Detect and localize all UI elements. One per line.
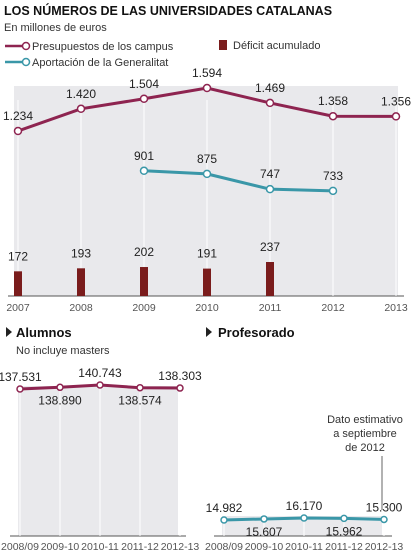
legend-marker-deficit [219,40,227,50]
legend-label-budget: Presupuestos de los campus [32,41,174,53]
legend: Presupuestos de los campus Aportación de… [5,40,320,69]
alumnos-point-2 [96,381,104,389]
label-generalitat-2009: 901 [134,149,154,163]
profesorado-point-1 [260,515,268,523]
point-presupuestos-2009 [139,94,149,103]
label-generalitat-2012: 733 [323,169,343,183]
x-tick-2012: 2012 [321,302,345,314]
x-tick-2011: 2011 [259,302,282,314]
x-tick-2008: 2008 [69,302,93,314]
deficit-label-2011: 237 [260,240,280,254]
label-presupuestos-2007: 1.234 [3,109,33,123]
x-tick-2009: 2009 [132,302,156,314]
alumnos-x-tick-1: 2009-10 [41,541,80,552]
profesorado-label-0: 14.982 [206,501,243,515]
alumnos-label-1: 138.890 [38,393,82,407]
point-generalitat-2009 [139,166,149,176]
profesorado-x-tick-4: 2012-13 [365,541,404,552]
label-generalitat-2011: 747 [260,167,280,181]
alumnos-label-0: 137.531 [0,370,42,384]
profesorado-header-arrow [206,327,212,337]
alumnos-point-3 [136,383,144,392]
label-generalitat-2010: 875 [197,152,217,166]
profesorado-label-2: 16.170 [286,499,323,513]
point-presupuestos-2011 [265,98,275,108]
point-generalitat-2011 [265,184,275,194]
profesorado-x-tick-2: 2010-11 [285,541,323,552]
label-presupuestos-2012: 1.358 [318,94,348,108]
deficit-bar-2009 [140,267,148,296]
chart-title: LOS NÚMEROS DE LAS UNIVERSIDADES CATALAN… [4,3,332,18]
alumnos-x-tick-3: 2011-12 [121,541,159,552]
deficit-label-2007: 172 [8,249,28,263]
alumnos-label-2: 140.743 [78,366,122,380]
alumnos-label-4: 138.303 [158,369,202,383]
profesorado-x-tick-1: 2009-10 [245,541,284,552]
main-plot: 2007 2008 2009 2010 2011 2012 2013 172 193 202 191… [3,66,411,314]
profesorado-annotation-line-2: a septiembre [333,428,397,440]
chart-subtitle: En millones de euros [4,22,107,34]
label-presupuestos-2010: 1.594 [192,66,222,80]
label-presupuestos-2013: 1.356 [381,94,411,108]
point-generalitat-2012 [328,186,338,196]
x-tick-2013: 2013 [384,302,408,314]
alumnos-point-1 [56,383,64,392]
alumnos-title: Alumnos [16,325,72,340]
legend-marker-budget-dot [21,41,31,51]
alumnos-background [18,386,178,536]
point-presupuestos-2013 [391,112,401,121]
deficit-label-2008: 193 [71,246,91,260]
legend-marker-generalitat-dot [21,57,31,67]
alumnos-x-tick-2: 2010-11 [81,541,119,552]
profesorado-x-tick-3: 2011-12 [325,541,363,552]
x-tick-2007: 2007 [6,302,30,314]
point-presupuestos-2012 [328,111,338,121]
point-generalitat-2010 [202,169,212,179]
profesorado-label-1: 15.607 [246,525,283,539]
deficit-bar-2010 [203,268,211,296]
alumnos-point-0 [16,385,24,393]
label-presupuestos-2009: 1.504 [129,77,159,91]
profesorado-annotation-line-1: Dato estimativo [327,414,403,426]
legend-label-deficit: Déficit acumulado [233,40,320,52]
profesorado-point-3 [340,514,348,523]
label-presupuestos-2011: 1.469 [255,81,285,95]
deficit-bar-2011 [266,262,274,296]
deficit-bar-2007 [14,271,22,296]
x-tick-2010: 2010 [195,302,219,314]
deficit-bar-2008 [77,268,85,296]
alumnos-label-3: 138.574 [118,394,162,408]
alumnos-header-arrow [6,327,12,337]
profesorado-point-0 [220,516,228,524]
alumnos-plot: 2008/09 2009-10 2010-11 2011-12 2012-13 137.5… [0,366,202,552]
alumnos-x-tick-4: 2012-13 [161,541,200,552]
legend-label-generalitat: Aportación de la Generalitat [32,57,168,69]
series-line-generalitat [143,169,334,193]
deficit-label-2009: 202 [134,245,154,259]
point-presupuestos-2010 [202,83,212,93]
profesorado-x-tick-0: 2008/09 [205,541,243,552]
alumnos-point-4 [176,384,184,392]
profesorado-label-4: 15.300 [366,500,403,514]
alumnos-subtitle: No incluye masters [16,345,110,357]
point-presupuestos-2007 [13,126,23,136]
profesorado-point-2 [300,514,308,522]
alumnos-x-tick-0: 2008/09 [1,541,39,552]
profesorado-annotation-line-3: de 2012 [345,442,385,454]
profesorado-title: Profesorado [218,325,295,340]
label-presupuestos-2008: 1.420 [66,87,96,101]
deficit-label-2010: 191 [197,247,217,261]
point-presupuestos-2008 [76,104,86,114]
profesorado-point-4 [380,515,388,524]
profesorado-plot: 2008/09 2009-10 2010-11 2011-12 2012-13 14.98… [205,499,403,552]
profesorado-label-3: 15.962 [326,524,363,538]
